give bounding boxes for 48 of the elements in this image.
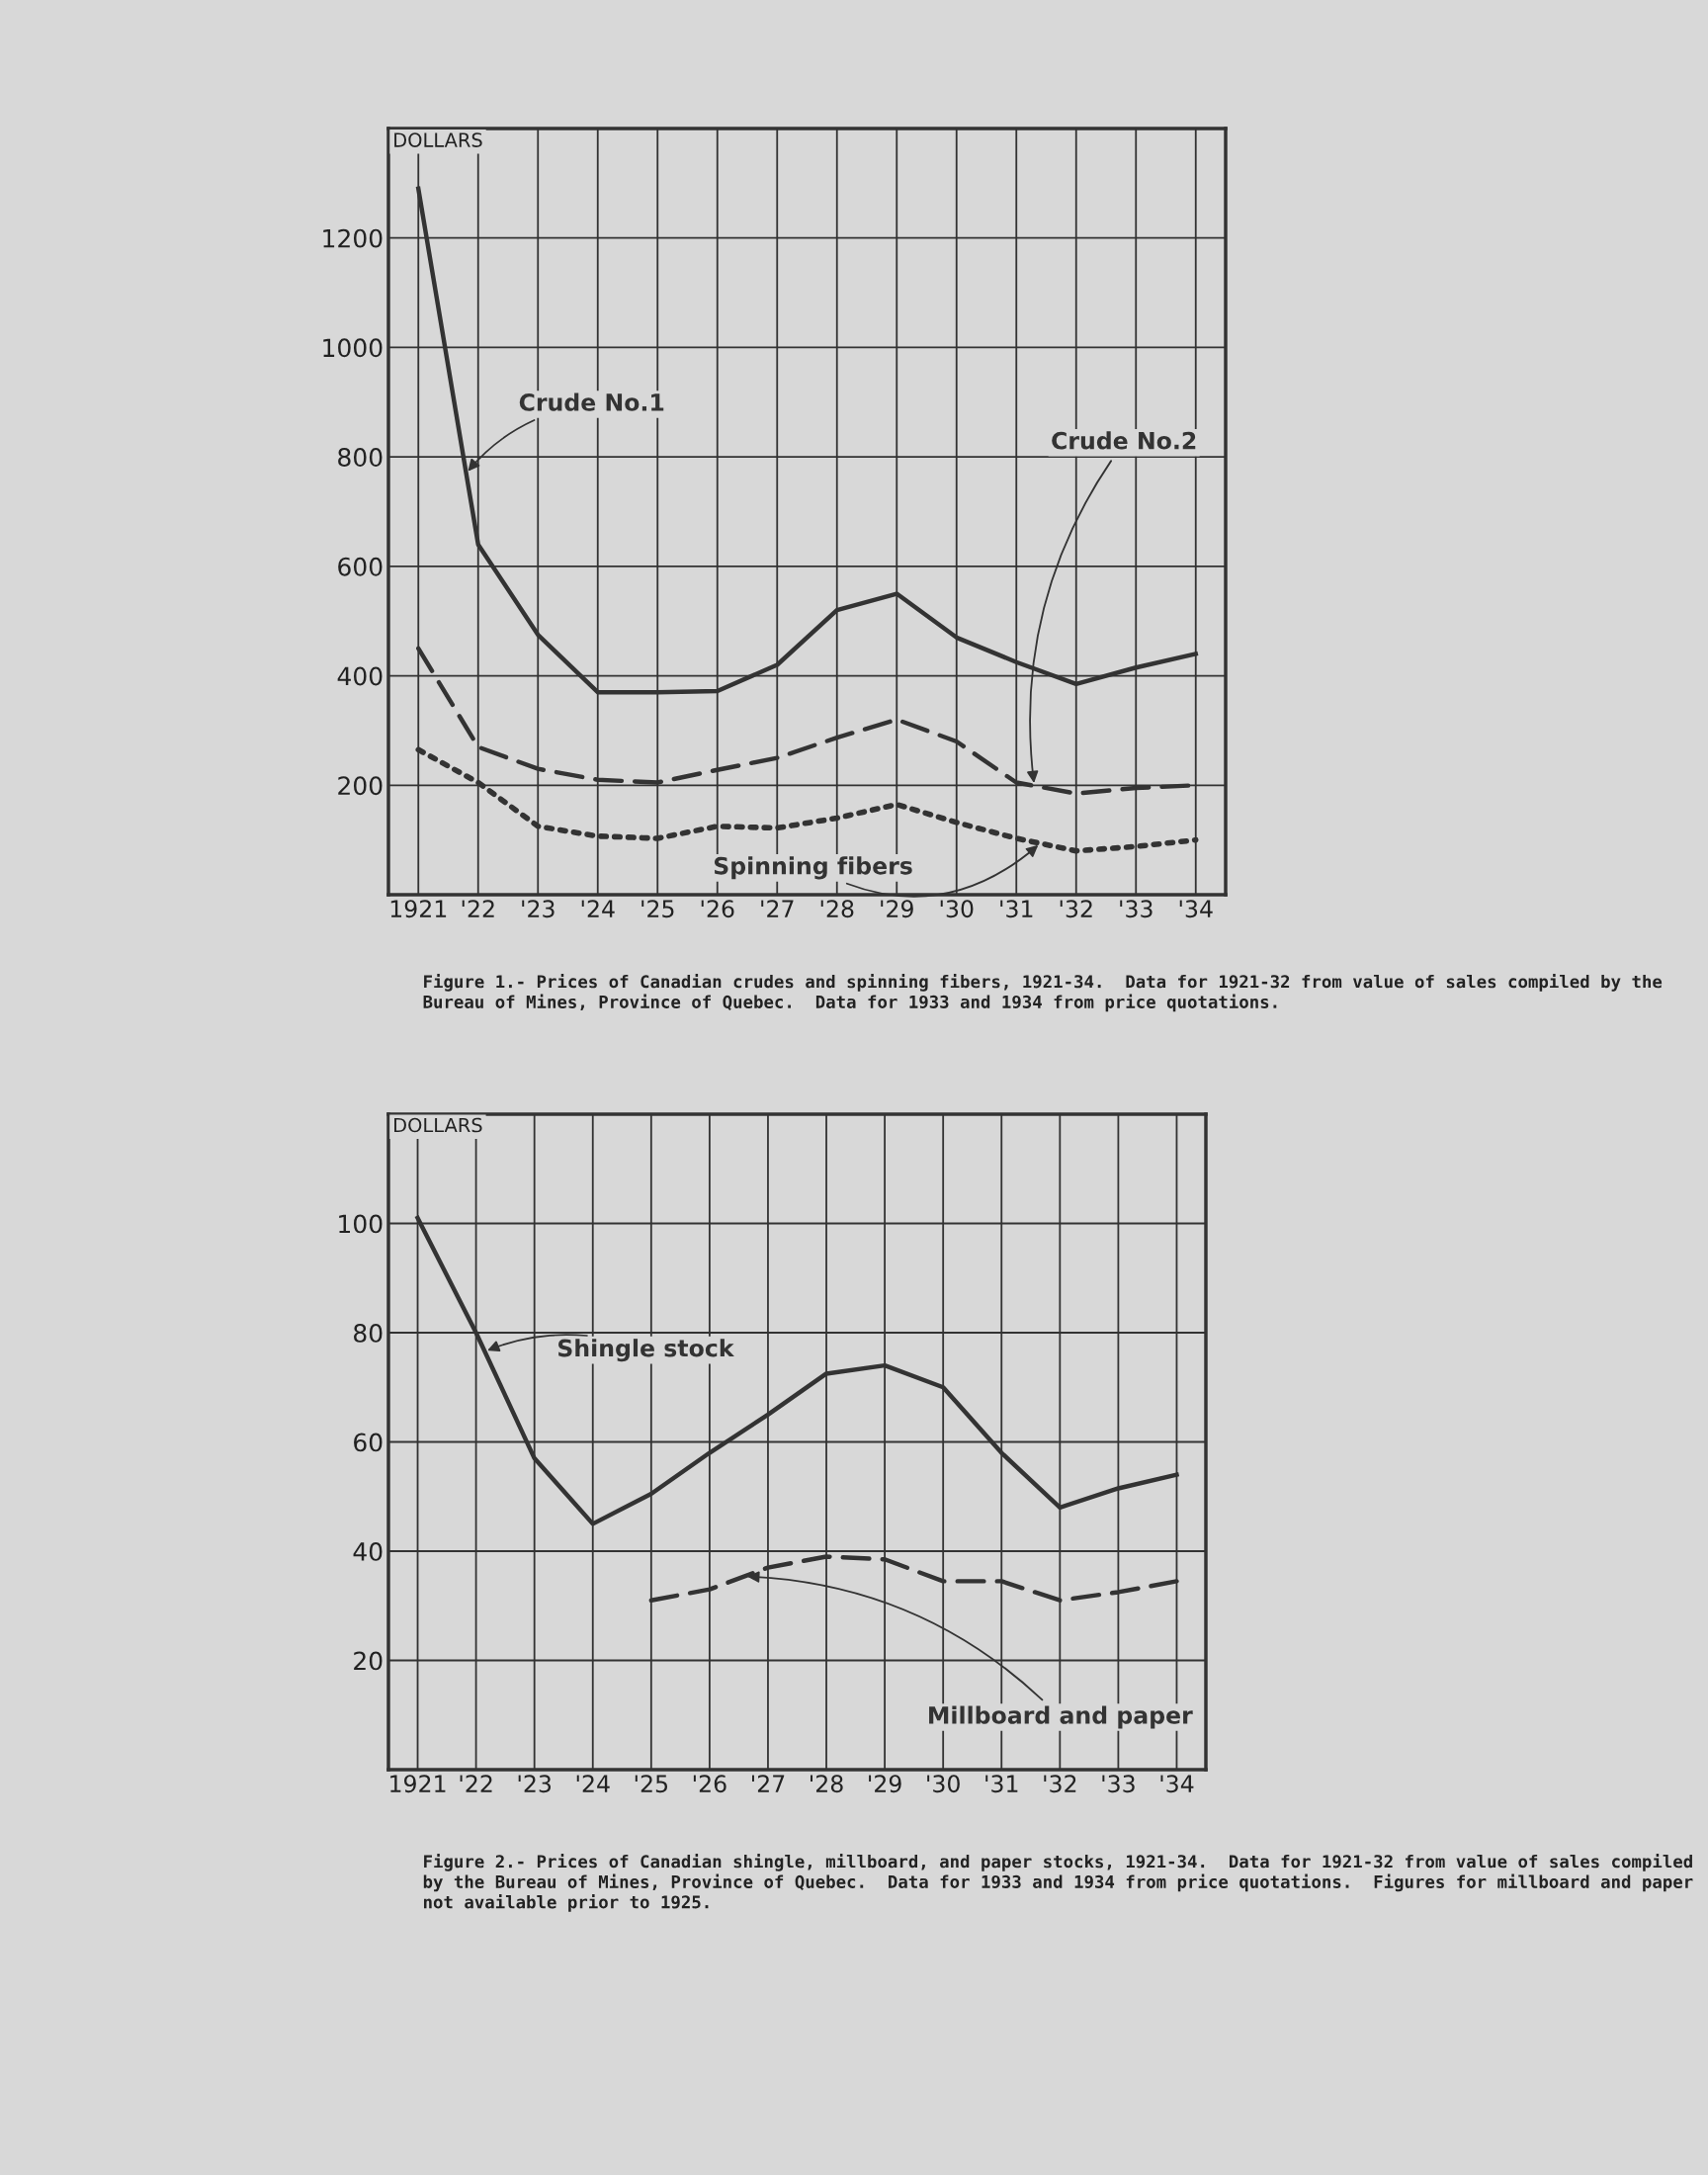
text: Figure 2.- Prices of Canadian shingle, millboard, and paper stocks, 1921-34. Data for 1921-32 from value of sales compiled by the Bureau of Mines, Province of Quebec. Data for 1933 and 1934 from price quotations. Figures for millboard and paper not available prior to 1925. (423, 1854, 1693, 1912)
y-tick-label: 20 (354, 1651, 383, 1671)
x-tick-label: '31 (1000, 900, 1033, 918)
x-tick-label: '25 (635, 1775, 668, 1793)
x-tick-label: '30 (927, 1775, 960, 1793)
x-tick-label: '22 (462, 900, 494, 917)
x-tick-label: '23 (518, 1775, 552, 1793)
x-tick-label: 1921 (390, 900, 447, 918)
x-tick-label: '22 (460, 1775, 492, 1792)
x-tick-label: '34 (1179, 900, 1213, 918)
x-tick-label: '23 (522, 900, 555, 918)
text: Millboard and paper (929, 1705, 1193, 1729)
x-tick-label: '32 (1044, 1775, 1076, 1793)
x-tick-label: '33 (1120, 900, 1153, 918)
text: Crude No.2 (1052, 431, 1196, 450)
y-tick-label: 400 (337, 666, 383, 686)
x-tick-label: '29 (881, 900, 913, 918)
y-tick-label: 200 (338, 776, 383, 796)
y-tick-label: 60 (354, 1433, 383, 1452)
x-tick-label: '30 (940, 900, 974, 918)
y-axis-title: DOLLARS (394, 132, 482, 147)
y-tick-label: 800 (338, 448, 383, 467)
x-tick-label: '34 (1160, 1775, 1194, 1793)
x-tick-label: '33 (1102, 1775, 1135, 1793)
text: Shingle stock (558, 1339, 734, 1362)
y-tick-label: 1000 (323, 338, 383, 358)
x-tick-label: 1921 (390, 1775, 446, 1793)
x-tick-label: '29 (869, 1775, 901, 1793)
x-tick-label: '31 (985, 1775, 1018, 1793)
x-tick-label: '27 (751, 1775, 785, 1792)
y-tick-label: 40 (353, 1541, 383, 1561)
x-tick-label: '28 (811, 1775, 843, 1793)
y-axis-title: DOLLARS (394, 1117, 482, 1133)
x-tick-label: '27 (761, 900, 794, 917)
text: Figure 1.- Prices of Canadian crudes and spinning fibers, 1921-34. Data for 1921-32 from value of sales compiled by the Bureau of Mines, Province of Quebec. Data for 1933 and 1934 from price quotations. (423, 974, 1663, 1012)
y-tick-label: 600 (338, 557, 383, 576)
x-tick-label: '26 (701, 900, 734, 918)
y-tick-label: 1200 (323, 228, 383, 248)
x-tick-label: '28 (820, 900, 854, 918)
x-tick-label: '24 (581, 900, 615, 917)
text: Crude No.1 (519, 392, 664, 411)
x-tick-label: '24 (576, 1775, 610, 1792)
x-tick-label: '26 (693, 1775, 726, 1793)
series-label: Spinning fibers (714, 856, 912, 880)
x-tick-label: '32 (1060, 900, 1092, 918)
y-tick-label: 100 (339, 1214, 383, 1234)
x-tick-label: '25 (641, 900, 674, 918)
y-tick-label: 80 (354, 1323, 383, 1343)
